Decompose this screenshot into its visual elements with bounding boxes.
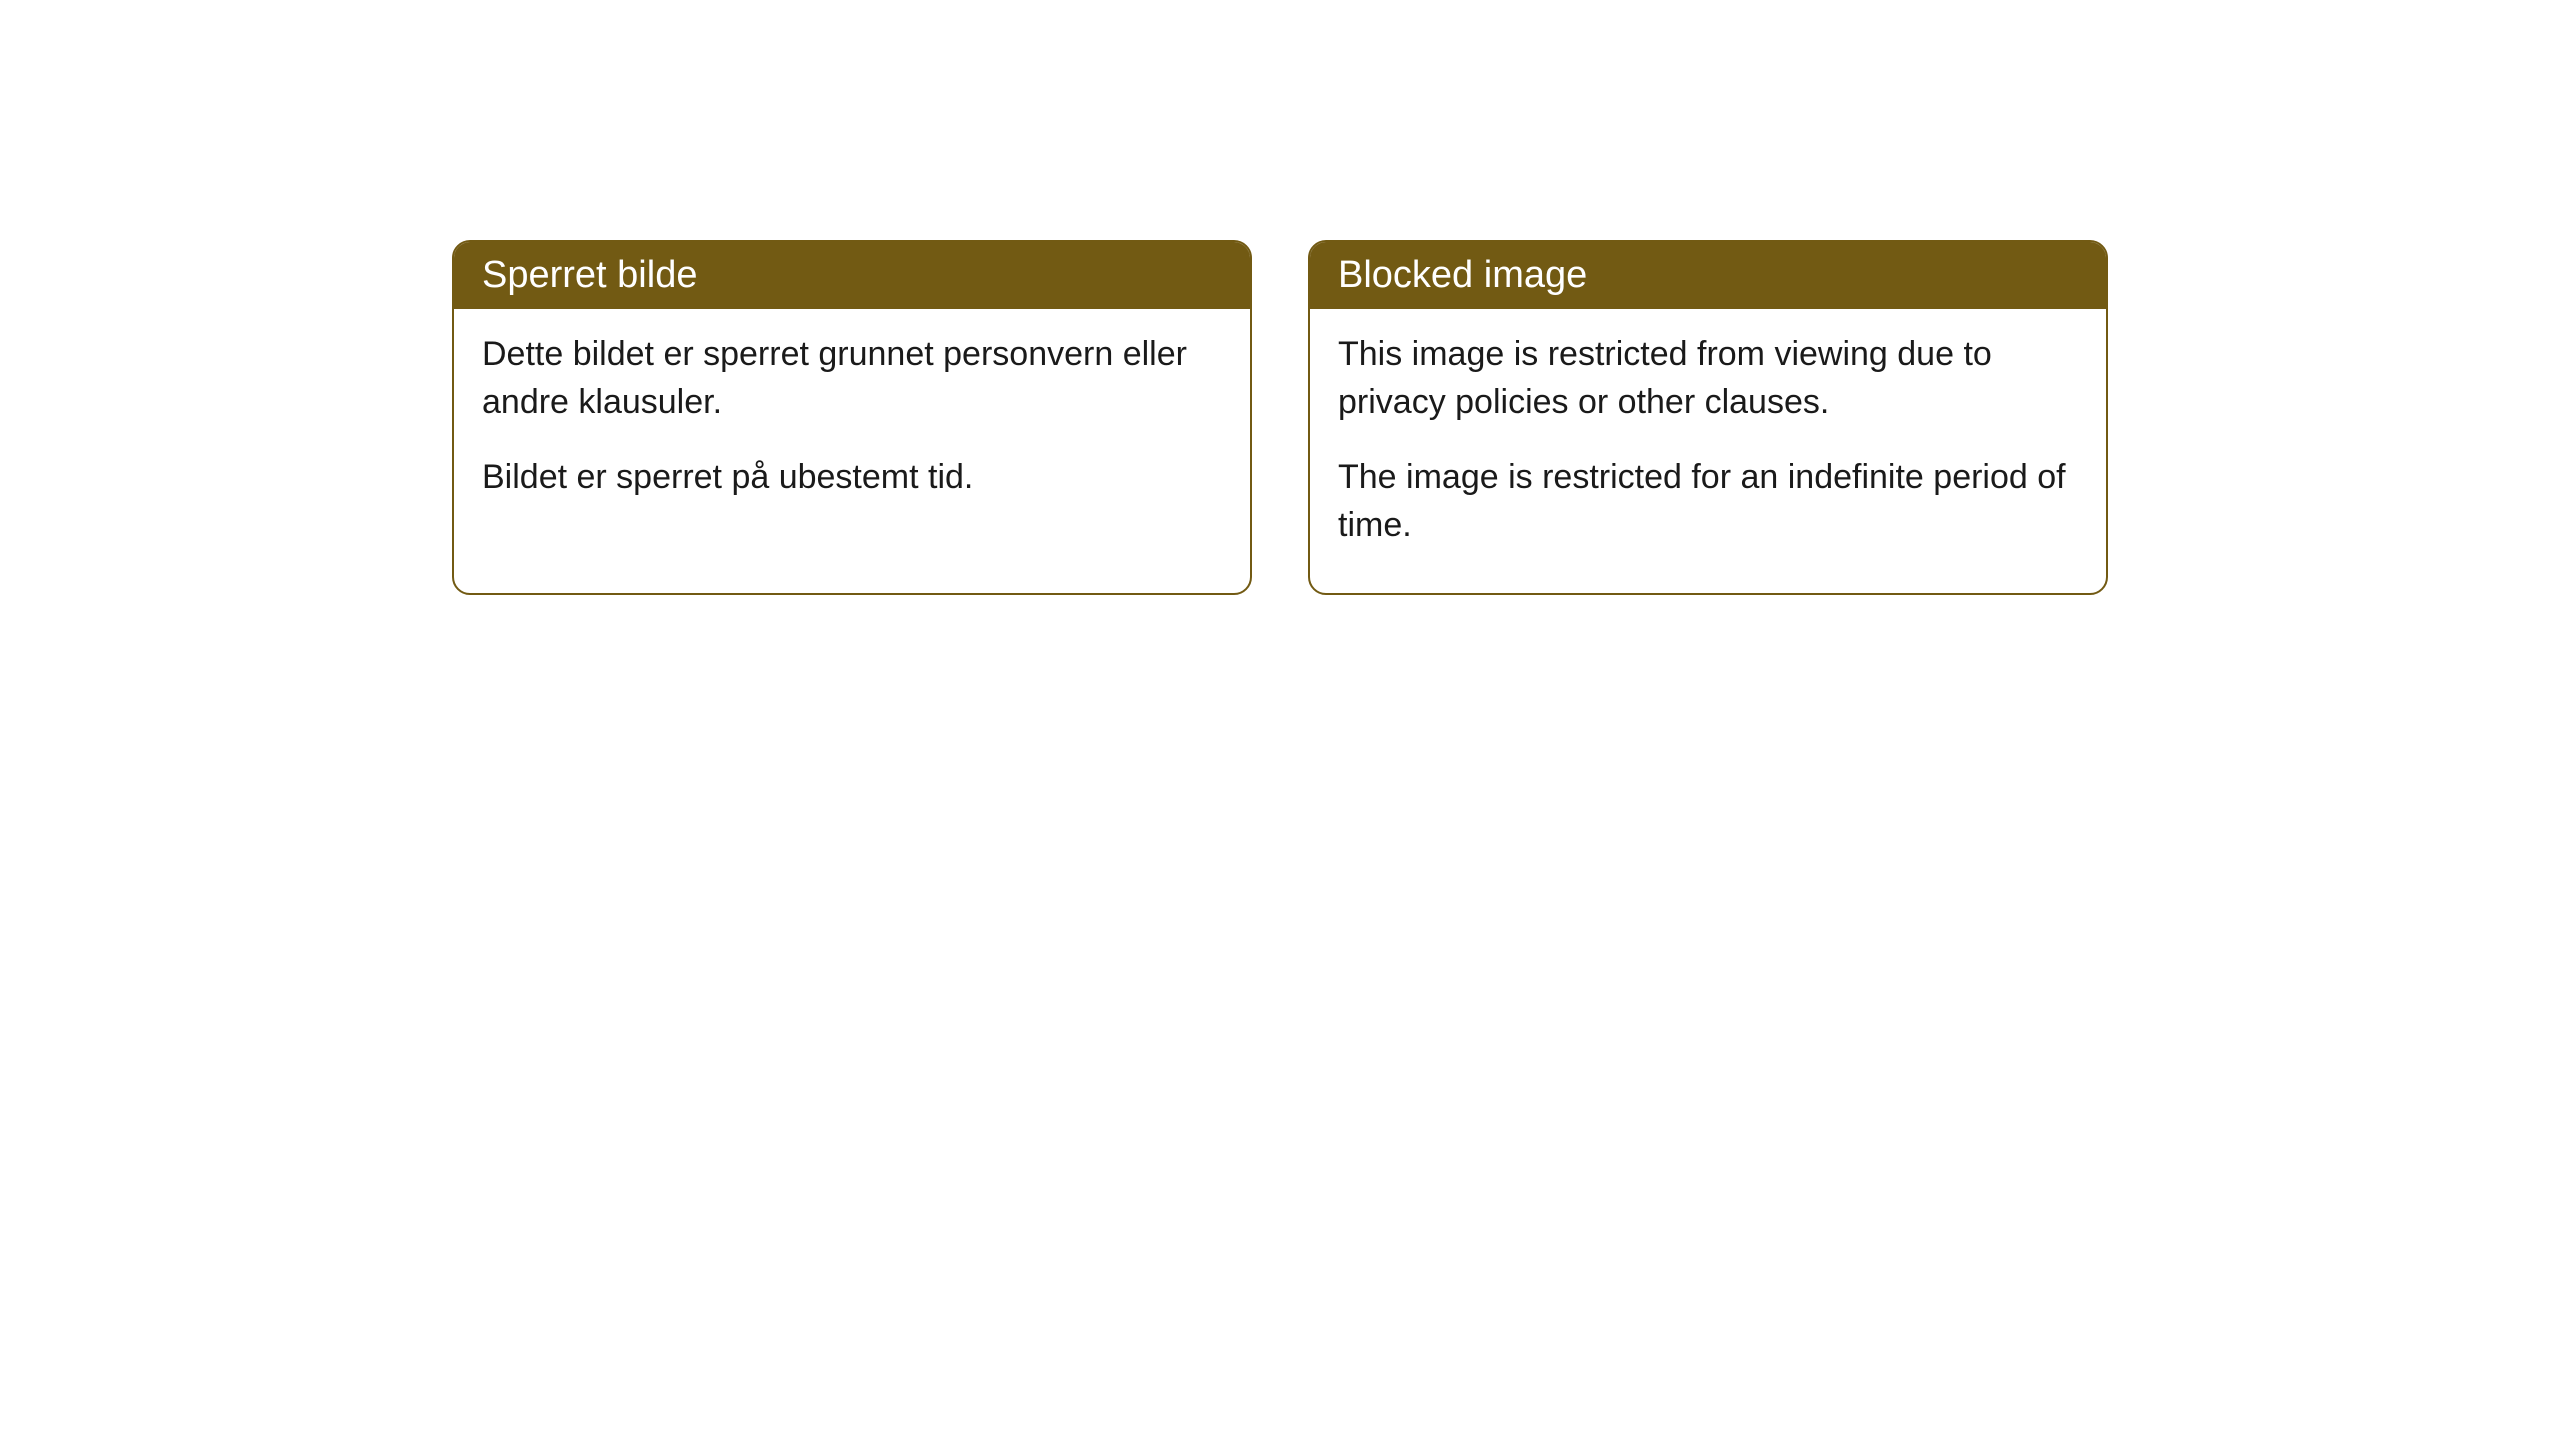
card-header-en: Blocked image xyxy=(1310,242,2106,309)
blocked-image-card-en: Blocked image This image is restricted f… xyxy=(1308,240,2108,595)
card-para1-en: This image is restricted from viewing du… xyxy=(1338,331,2078,426)
blocked-image-card-no: Sperret bilde Dette bildet er sperret gr… xyxy=(452,240,1252,595)
card-para2-no: Bildet er sperret på ubestemt tid. xyxy=(482,454,1222,502)
card-title-en: Blocked image xyxy=(1338,254,1587,296)
cards-container: Sperret bilde Dette bildet er sperret gr… xyxy=(0,240,2560,595)
card-para2-en: The image is restricted for an indefinit… xyxy=(1338,454,2078,549)
card-body-en: This image is restricted from viewing du… xyxy=(1310,309,2106,593)
card-title-no: Sperret bilde xyxy=(482,254,697,296)
card-para1-no: Dette bildet er sperret grunnet personve… xyxy=(482,331,1222,426)
card-header-no: Sperret bilde xyxy=(454,242,1250,309)
card-body-no: Dette bildet er sperret grunnet personve… xyxy=(454,309,1250,546)
